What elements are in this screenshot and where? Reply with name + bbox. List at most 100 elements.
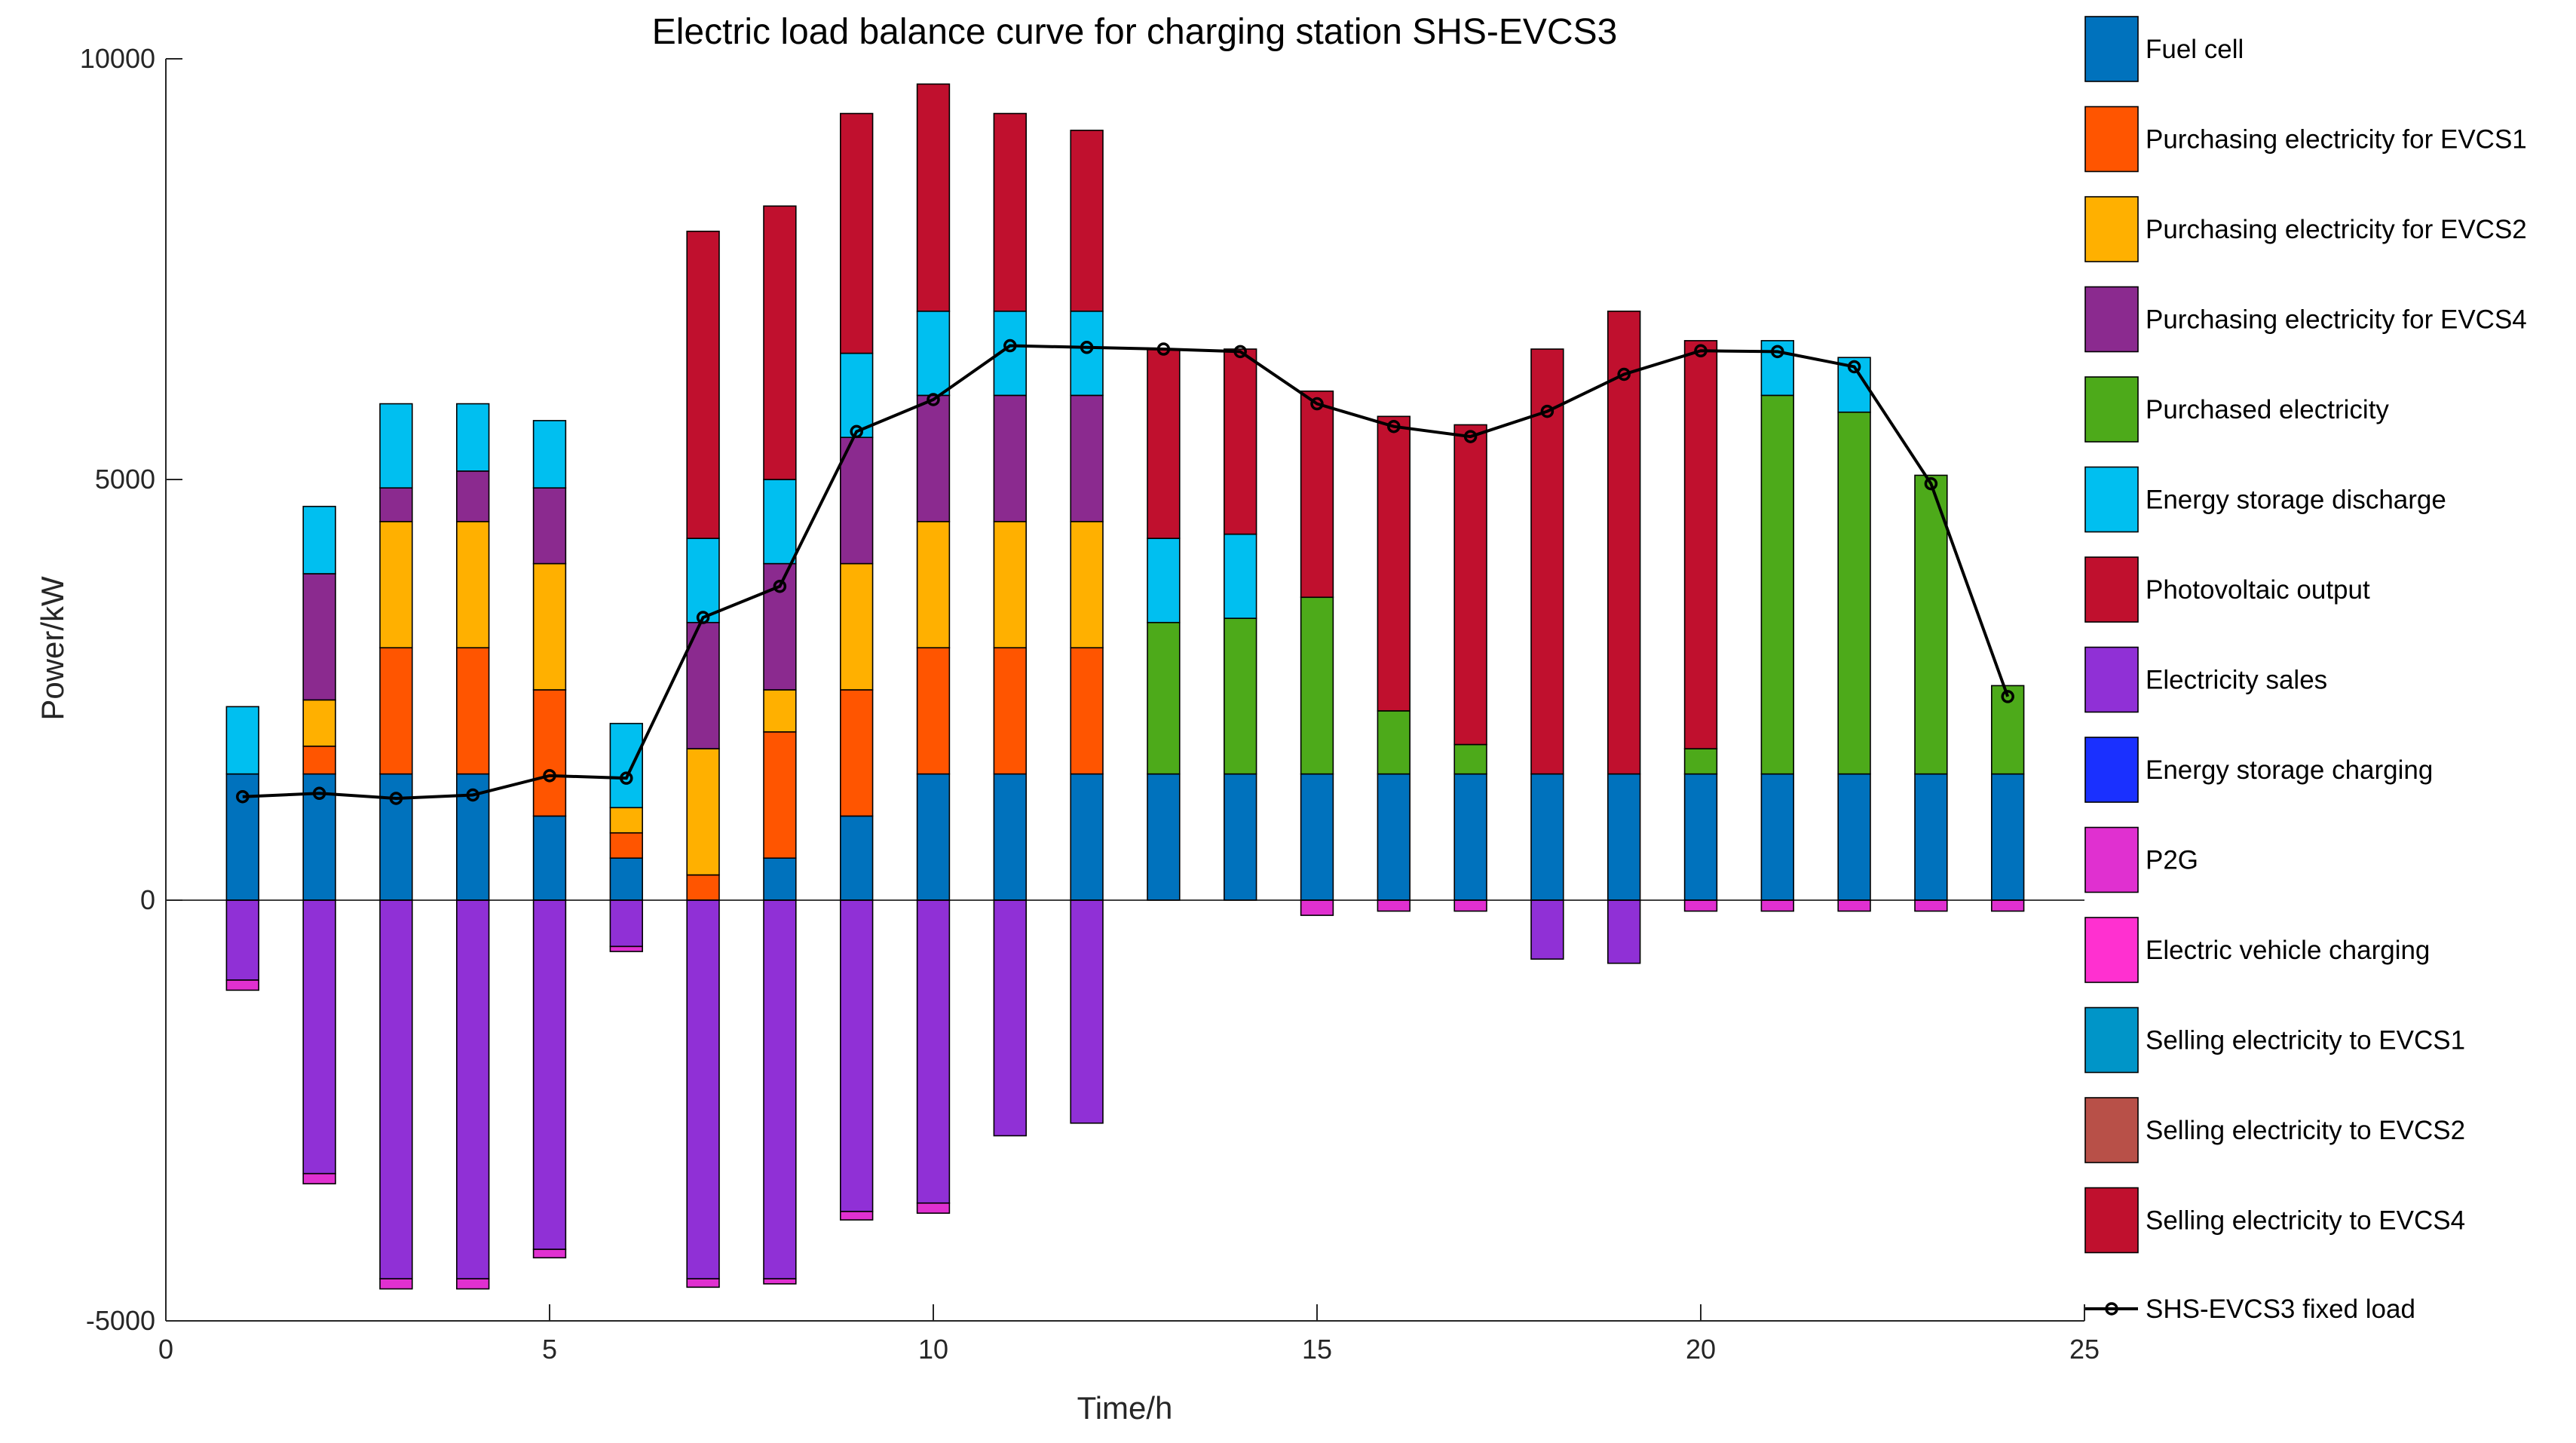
bar-segment-p2g-h4 xyxy=(456,1278,490,1290)
bar-segment-photovoltaic-output-h18 xyxy=(1530,348,1564,775)
legend-label: Purchasing electricity for EVCS4 xyxy=(2146,305,2527,335)
bar-segment-p2g-h23 xyxy=(1914,899,1948,912)
bar-segment-fuel-cell-h24 xyxy=(1991,773,2025,901)
bar-segment-electricity-sales-h6 xyxy=(609,899,643,948)
legend-swatch-energy-storage-discharge xyxy=(2084,466,2139,533)
fixed-load-point-h13 xyxy=(1156,342,1171,356)
bar-segment-fuel-cell-h20 xyxy=(1683,773,1718,901)
legend-label: P2G xyxy=(2146,846,2198,875)
bar-segment-electricity-sales-h18 xyxy=(1530,899,1564,960)
bar-segment-photovoltaic-output-h15 xyxy=(1300,391,1334,599)
bar-segment-purchasing-electricity-for-evcs2-h7 xyxy=(686,748,720,876)
bar-segment-purchasing-electricity-for-evcs4-h4 xyxy=(456,470,490,522)
bar-segment-p2g-h2 xyxy=(302,1172,336,1184)
legend-swatch-electricity-sales xyxy=(2084,646,2139,713)
bar-segment-electricity-sales-h7 xyxy=(686,899,720,1280)
bar-segment-photovoltaic-output-h17 xyxy=(1453,424,1487,746)
fixed-load-point-h3 xyxy=(389,792,403,805)
fixed-load-point-h18 xyxy=(1540,404,1554,418)
bar-segment-p2g-h10 xyxy=(916,1202,951,1214)
bar-segment-fuel-cell-h15 xyxy=(1300,773,1334,901)
bar-segment-purchasing-electricity-for-evcs1-h12 xyxy=(1070,647,1104,775)
bar-segment-energy-storage-discharge-h14 xyxy=(1224,533,1257,619)
legend-label: Electricity sales xyxy=(2146,666,2327,695)
legend-label: SHS-EVCS3 fixed load xyxy=(2146,1294,2415,1324)
bar-segment-energy-storage-discharge-h2 xyxy=(302,505,336,574)
fixed-load-line-layer xyxy=(236,339,2014,805)
legend-swatch-selling-electricity-to-evcs1 xyxy=(2084,1006,2139,1074)
bar-segment-p2g-h8 xyxy=(763,1278,797,1285)
bar-segment-purchased-electricity-h17 xyxy=(1453,743,1487,775)
fixed-load-point-h19 xyxy=(1617,367,1631,381)
fixed-load-point-h6 xyxy=(620,771,633,785)
chart-title: Electric load balance curve for charging… xyxy=(652,12,1618,52)
fixed-load-point-h12 xyxy=(1080,341,1094,354)
bar-segment-energy-storage-discharge-h9 xyxy=(840,352,874,439)
bar-segment-purchased-electricity-h22 xyxy=(1837,411,1871,775)
legend-label: Electric vehicle charging xyxy=(2146,936,2430,965)
bar-segment-purchased-electricity-h14 xyxy=(1224,617,1257,775)
legend-swatch-fuel-cell xyxy=(2084,16,2139,82)
fixed-load-point-h16 xyxy=(1387,419,1401,434)
fixed-load-point-h17 xyxy=(1463,430,1478,443)
bar-segment-purchasing-electricity-for-evcs4-h8 xyxy=(763,562,797,691)
x-tick-label: 15 xyxy=(1302,1334,1332,1365)
bar-segment-energy-storage-discharge-h6 xyxy=(609,722,643,809)
bar-segment-p2g-h22 xyxy=(1837,899,1871,912)
fixed-load-point-h24 xyxy=(2001,690,2014,703)
bar-segment-fuel-cell-h18 xyxy=(1530,773,1564,901)
bar-segment-purchasing-electricity-for-evcs4-h10 xyxy=(916,394,951,522)
bar-segment-p2g-h7 xyxy=(686,1278,720,1288)
bar-segment-fuel-cell-h1 xyxy=(225,773,259,901)
fixed-load-point-h5 xyxy=(543,769,556,783)
bar-segment-electricity-sales-h1 xyxy=(225,899,259,981)
legend-label: Purchasing electricity for EVCS2 xyxy=(2146,215,2527,244)
bar-segment-energy-storage-discharge-h21 xyxy=(1760,340,1794,397)
x-tick-label: 10 xyxy=(918,1334,948,1365)
fixed-load-point-h21 xyxy=(1771,345,1784,359)
bar-segment-electricity-sales-h4 xyxy=(456,899,490,1280)
y-tick-label: -5000 xyxy=(86,1305,155,1336)
x-axis-title: Time/h xyxy=(1077,1390,1173,1426)
legend-label: Selling electricity to EVCS1 xyxy=(2146,1026,2465,1055)
y-tick-label: 10000 xyxy=(80,43,155,74)
fixed-load-point-h9 xyxy=(850,424,863,439)
y-tick-label: 0 xyxy=(140,884,155,915)
bar-segment-electricity-sales-h12 xyxy=(1070,899,1104,1124)
bar-segment-purchasing-electricity-for-evcs4-h3 xyxy=(379,487,413,522)
bar-segment-purchasing-electricity-for-evcs1-h6 xyxy=(609,832,643,859)
legend-label: Selling electricity to EVCS4 xyxy=(2146,1206,2465,1236)
bar-segment-purchased-electricity-h16 xyxy=(1377,710,1411,775)
bar-segment-p2g-h1 xyxy=(225,979,259,991)
bar-segment-energy-storage-discharge-h7 xyxy=(686,538,720,623)
y-tick-label: 5000 xyxy=(95,464,155,495)
bar-segment-energy-storage-discharge-h13 xyxy=(1147,538,1181,623)
bar-segment-fuel-cell-h6 xyxy=(609,857,643,901)
bar-segment-purchasing-electricity-for-evcs2-h8 xyxy=(763,689,797,733)
fixed-load-point-h22 xyxy=(1847,360,1861,374)
bar-segment-purchasing-electricity-for-evcs4-h7 xyxy=(686,621,720,749)
legend-swatch-purchased-electricity xyxy=(2084,376,2139,443)
bar-segment-purchased-electricity-h23 xyxy=(1914,474,1948,775)
bar-segment-photovoltaic-output-h8 xyxy=(763,205,797,480)
bar-segment-p2g-h20 xyxy=(1683,899,1718,912)
bar-segment-p2g-h5 xyxy=(532,1248,567,1259)
bar-segment-purchasing-electricity-for-evcs1-h3 xyxy=(379,647,413,775)
bar-segment-electricity-sales-h2 xyxy=(302,899,336,1175)
bar-segment-purchasing-electricity-for-evcs2-h10 xyxy=(916,520,951,648)
bar-segment-purchasing-electricity-for-evcs1-h8 xyxy=(763,731,797,859)
legend-swatch-photovoltaic-output xyxy=(2084,556,2139,623)
bar-segment-energy-storage-discharge-h4 xyxy=(456,403,490,472)
legend-label: Photovoltaic output xyxy=(2146,575,2370,605)
bar-segment-photovoltaic-output-h12 xyxy=(1070,130,1104,312)
bar-segment-purchased-electricity-h15 xyxy=(1300,596,1334,775)
bar-segment-purchasing-electricity-for-evcs2-h4 xyxy=(456,520,490,648)
bar-segment-photovoltaic-output-h14 xyxy=(1224,348,1257,535)
y-axis-title: Power/kW xyxy=(35,576,70,721)
bar-segment-purchasing-electricity-for-evcs2-h2 xyxy=(302,699,336,747)
legend-label: Energy storage charging xyxy=(2146,755,2433,785)
legend-label: Purchasing electricity for EVCS1 xyxy=(2146,125,2527,155)
fixed-load-point-h7 xyxy=(696,611,710,624)
bar-segment-fuel-cell-h21 xyxy=(1760,773,1794,901)
